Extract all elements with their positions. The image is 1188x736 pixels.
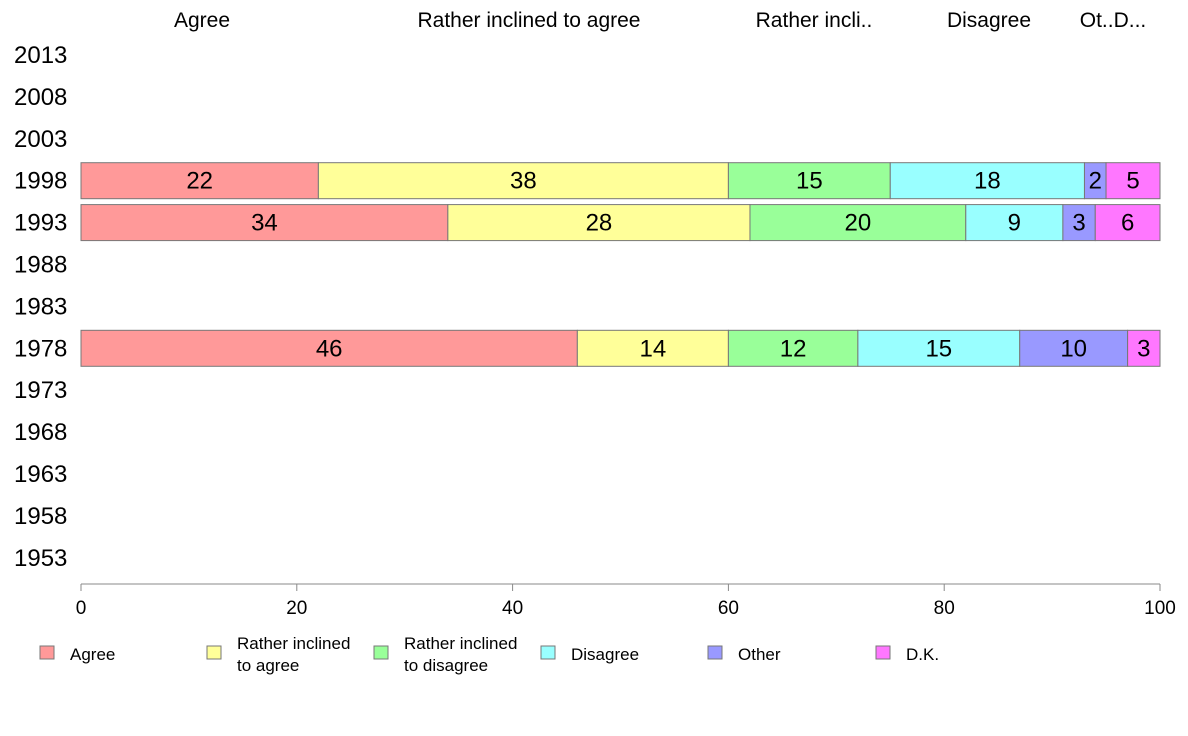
bar-segment [576,329,729,367]
data-label: 15 [796,168,823,195]
bar-segment [80,162,319,200]
data-label: 22 [186,168,213,195]
legend-swatch [373,645,389,660]
year-label: 1953 [14,545,67,572]
column-header: Rather inclined to agree [418,9,641,32]
year-label: 2003 [14,126,67,153]
legend-swatch [540,645,556,660]
bar-segment [80,329,578,367]
year-label: 1963 [14,461,67,488]
bar-segment [727,329,859,367]
bar-segment [965,204,1064,242]
year-label: 2013 [14,42,67,69]
bar-segment [447,204,751,242]
x-tick-label: 100 [1144,598,1176,619]
bar-segment [749,204,967,242]
legend-swatch [875,645,891,660]
bar-segment [1062,204,1096,242]
bar-segment [1127,329,1161,367]
legend-swatch [707,645,723,660]
x-tick-label: 20 [286,598,307,619]
data-label: 38 [510,168,537,195]
data-label: 3 [1072,210,1085,237]
data-label: 3 [1137,335,1150,362]
year-label: 1978 [14,335,67,362]
bar-segment [727,162,891,200]
data-label: 18 [974,168,1001,195]
bar-segment [1094,204,1161,242]
year-label: 2008 [14,84,67,111]
legend-label: to disagree [404,656,488,675]
legend-swatch [206,645,222,660]
data-label: 5 [1126,168,1139,195]
x-tick-label: 80 [934,598,955,619]
legend-label: Disagree [571,645,639,664]
x-tick-label: 60 [718,598,739,619]
legend-label: to agree [237,656,299,675]
data-label: 20 [845,210,872,237]
year-label: 1988 [14,252,67,279]
column-header: Agree [174,9,230,32]
legend-label: Rather inclined [404,634,517,653]
data-label: 34 [251,210,278,237]
x-tick-label: 40 [502,598,523,619]
legend-swatch [39,645,55,660]
data-label: 14 [640,335,667,362]
x-tick-label: 0 [76,598,87,619]
year-label: 1958 [14,503,67,530]
year-label: 1973 [14,377,67,404]
column-header: Rather incli.. [756,9,873,32]
column-header: Disagree [947,9,1031,32]
data-label: 12 [780,335,807,362]
data-label: 2 [1089,168,1102,195]
bar-segment [1105,162,1161,200]
legend-label: D.K. [906,645,939,664]
column-header: Ot..D... [1080,9,1147,32]
year-label: 1998 [14,168,67,195]
legend-label: Rather inclined [237,634,350,653]
legend-label: Agree [70,645,115,664]
data-label: 6 [1121,210,1134,237]
data-label: 10 [1060,335,1087,362]
year-label: 1968 [14,419,67,446]
data-label: 28 [586,210,613,237]
data-label: 15 [925,335,952,362]
data-label: 9 [1008,210,1021,237]
bar-segment [1019,329,1129,367]
year-label: 1993 [14,210,67,237]
bar-segment [80,204,449,242]
legend-label: Other [738,645,781,664]
bar-segment [317,162,729,200]
data-label: 46 [316,335,343,362]
year-label: 1983 [14,293,67,320]
bar-segment [857,329,1021,367]
